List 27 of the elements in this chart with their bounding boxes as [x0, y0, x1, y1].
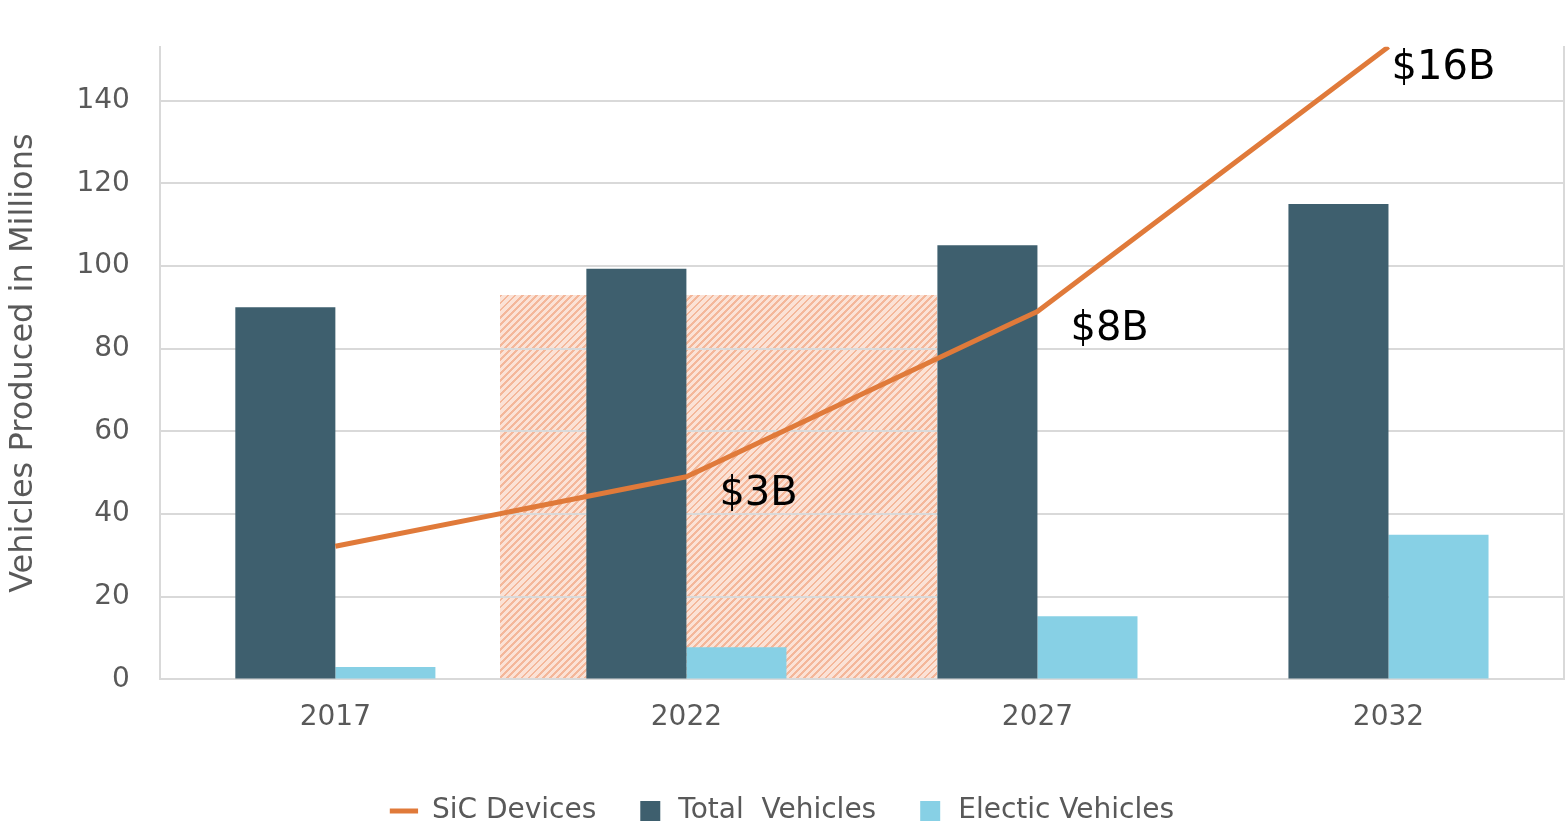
bar [686, 647, 787, 679]
bar [235, 307, 336, 679]
legend-label: Electic Vehicles [958, 792, 1175, 826]
x-tick-label: 2032 [1352, 699, 1425, 733]
bar [1288, 203, 1389, 679]
y-tick-label: 140 [76, 81, 130, 115]
bar [335, 667, 436, 679]
legend-label: SiC Devices [431, 792, 597, 826]
y-tick-label: 20 [94, 577, 130, 611]
bar [1388, 534, 1489, 679]
y-tick-label: 120 [76, 164, 130, 198]
legend-label: Total Vehicles [677, 792, 877, 826]
x-tick-label: 2022 [650, 699, 723, 733]
bar [937, 245, 1038, 679]
y-tick-label: 0 [112, 660, 130, 694]
y-axis-title: Vehicles Produced in Millions [1, 133, 40, 593]
bar [1037, 616, 1138, 679]
y-tick-label: 100 [76, 247, 130, 281]
data-label: $16B [1391, 42, 1496, 89]
data-label: $3B [719, 468, 798, 515]
y-tick-label: 40 [94, 495, 130, 529]
y-tick-label: 80 [94, 329, 130, 363]
x-tick-label: 2027 [1001, 699, 1074, 733]
bar [586, 268, 687, 679]
data-label: $8B [1070, 302, 1149, 349]
x-tick-label: 2017 [299, 699, 371, 733]
y-tick-label: 60 [94, 412, 130, 446]
